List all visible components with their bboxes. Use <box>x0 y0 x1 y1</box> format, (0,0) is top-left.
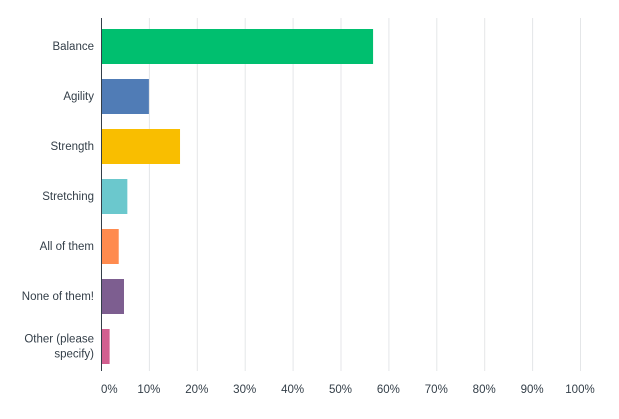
category-label-line: None of them! <box>22 291 94 303</box>
category-labels: Balance Agility Strength Stretching All of t… <box>22 41 94 361</box>
category-label-line: Stretching <box>42 191 94 203</box>
category-label-line: All of them <box>40 241 94 253</box>
category-label-line: Agility <box>63 91 94 103</box>
x-tick-label: 20% <box>185 384 208 396</box>
category-label-line: Strength <box>51 141 94 153</box>
x-tick-label: 10% <box>137 384 160 396</box>
bar <box>102 179 128 214</box>
category-label-line: Other (please <box>24 334 94 346</box>
x-tick-label: 0% <box>101 384 118 396</box>
category-label: Stretching <box>42 191 94 203</box>
x-tick-labels: 0% 10% 20% 30% 40% 50% 60% 70% 80% 90% 100% <box>101 384 595 396</box>
x-tick-label: 90% <box>521 384 544 396</box>
bar <box>102 279 124 314</box>
category-label-line: Balance <box>52 41 94 53</box>
bar <box>102 129 181 164</box>
x-tick-label: 70% <box>425 384 448 396</box>
x-tick-label: 50% <box>329 384 352 396</box>
category-label: Other (please specify) <box>24 334 94 361</box>
category-label: Balance <box>52 41 94 53</box>
bars <box>102 29 374 364</box>
category-label: None of them! <box>22 291 94 303</box>
category-label: Strength <box>51 141 94 153</box>
bar <box>102 79 149 114</box>
x-tick-label: 80% <box>473 384 496 396</box>
x-tick-label: 30% <box>233 384 256 396</box>
category-label: All of them <box>40 241 94 253</box>
bar <box>102 229 119 264</box>
x-tick-label: 60% <box>377 384 400 396</box>
x-tick-label: 100% <box>565 384 594 396</box>
category-label: Agility <box>63 91 94 103</box>
x-tick-label: 40% <box>281 384 304 396</box>
bar <box>102 329 110 364</box>
category-label-line: specify) <box>54 349 94 361</box>
gridlines <box>148 18 581 371</box>
bar <box>102 29 374 64</box>
